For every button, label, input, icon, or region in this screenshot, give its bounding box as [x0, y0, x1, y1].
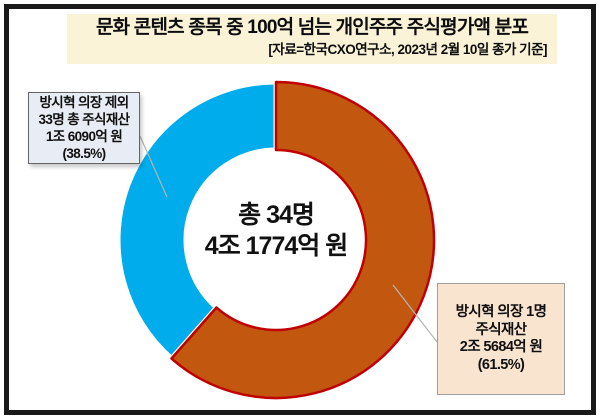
donut-slice-1	[115, 79, 279, 361]
callout-others-line2: 33명 총 주식재산	[38, 112, 130, 127]
callout-others-line3: 1조 6090억 원	[45, 129, 123, 144]
callout-leader-line-left	[139, 135, 168, 198]
chart-source: [자료=한국CXO연구소, 2023년 2월 10일 종가 기준]	[268, 42, 547, 57]
callout-bang-line1: 방시혁 의장 1명	[455, 304, 547, 320]
total-people: 총 34명	[238, 201, 315, 229]
callout-others-line1: 방시혁 의장 제외	[39, 95, 129, 110]
callout-bang-line3: 2조 5684억 원	[459, 339, 543, 355]
callout-bang-sihyuk: 방시혁 의장 1명 주식재산 2조 5684억 원 (61.5%)	[437, 283, 565, 395]
donut-center-label: 총 34명 4조 1774억 원	[204, 200, 348, 262]
callout-leader-line-right	[392, 284, 438, 343]
callout-bang-percent: (61.5%)	[477, 356, 525, 373]
callout-bang-line2: 주식재산	[475, 321, 528, 338]
total-amount: 4조 1774억 원	[204, 232, 348, 260]
donut-slice-0	[170, 80, 436, 400]
callout-others: 방시혁 의장 제외 33명 총 주식재산 1조 6090억 원 (38.5%)	[28, 92, 140, 164]
donut-slices	[115, 79, 436, 400]
chart-title: 문화 콘텐츠 종목 중 100억 넘는 개인주주 주식평가액 분포	[95, 17, 529, 38]
chart-title-box: 문화 콘텐츠 종목 중 100억 넘는 개인주주 주식평가액 분포 [자료=한국…	[67, 14, 557, 64]
callout-others-percent: (38.5%)	[62, 146, 106, 161]
